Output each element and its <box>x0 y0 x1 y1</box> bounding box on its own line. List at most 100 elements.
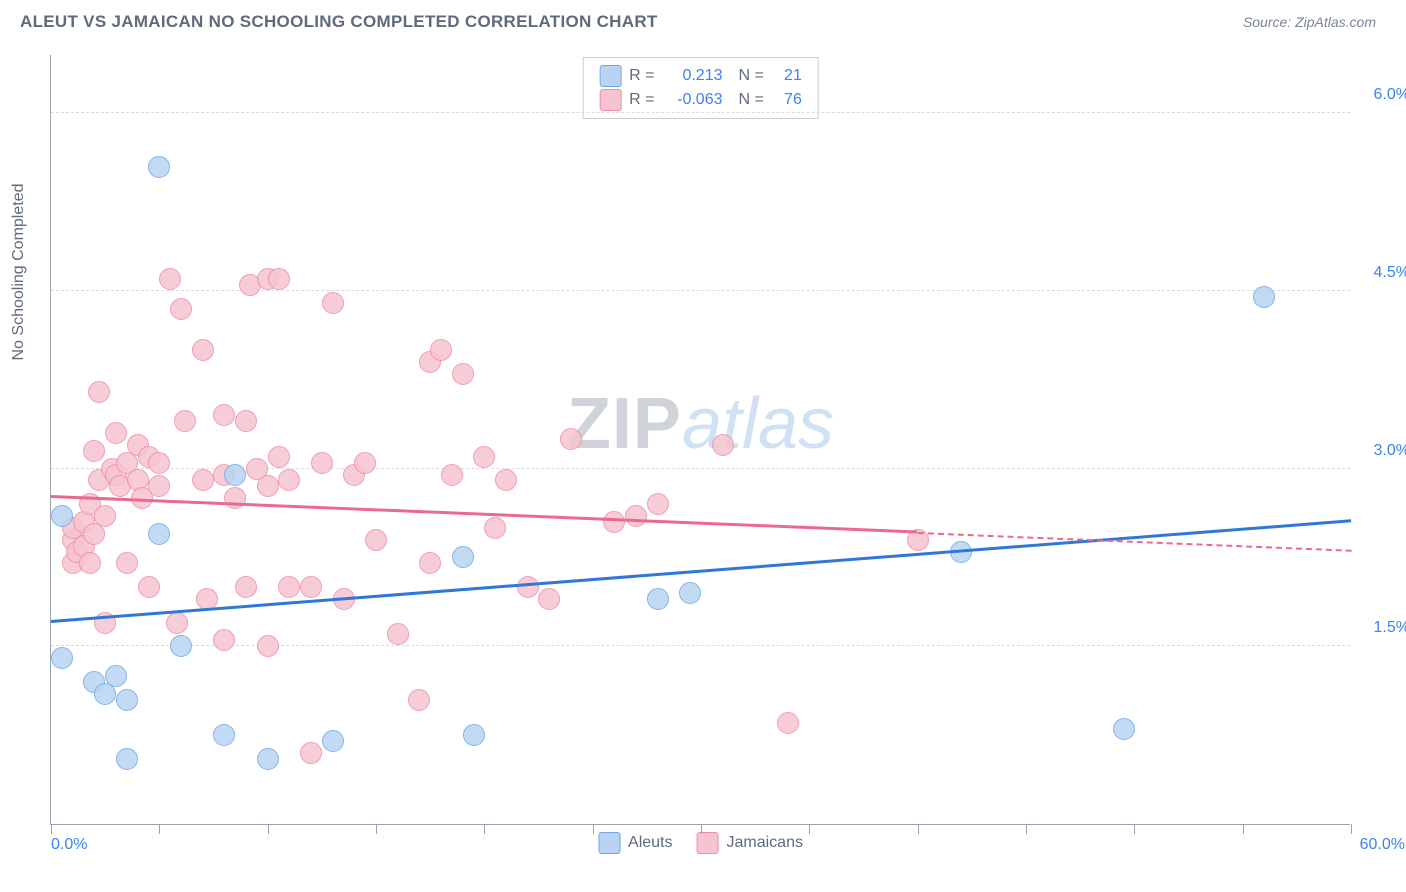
series-legend: Aleuts Jamaicans <box>598 832 803 854</box>
jamaican-point <box>257 475 279 497</box>
jamaican-point <box>495 469 517 491</box>
aleut-point <box>51 505 73 527</box>
jamaican-point <box>213 404 235 426</box>
legend-swatch <box>599 65 621 87</box>
watermark: ZIPatlas <box>567 383 834 465</box>
source-attribution: Source: ZipAtlas.com <box>1243 14 1376 30</box>
x-tick <box>918 824 919 834</box>
jamaican-point <box>138 576 160 598</box>
jamaican-point <box>79 552 101 574</box>
legend-swatch <box>598 832 620 854</box>
jamaican-point <box>311 452 333 474</box>
jamaican-point <box>83 440 105 462</box>
jamaican-point <box>473 446 495 468</box>
jamaican-point <box>105 422 127 444</box>
x-tick <box>1134 824 1135 834</box>
n-value: 76 <box>772 91 802 109</box>
y-tick-label: 4.5% <box>1374 264 1406 282</box>
jamaican-point <box>647 493 669 515</box>
jamaican-point <box>441 464 463 486</box>
r-label: R = <box>629 91 654 109</box>
r-value: -0.063 <box>663 91 723 109</box>
aleut-point <box>224 464 246 486</box>
jamaican-point <box>625 505 647 527</box>
jamaican-point <box>408 689 430 711</box>
jamaican-point <box>235 410 257 432</box>
aleut-point <box>452 546 474 568</box>
jamaican-point <box>365 529 387 551</box>
jamaican-point <box>387 623 409 645</box>
x-tick <box>159 824 160 834</box>
aleut-point <box>257 748 279 770</box>
x-tick-label: 0.0% <box>51 836 87 854</box>
jamaican-point <box>538 588 560 610</box>
x-tick <box>809 824 810 834</box>
x-tick <box>268 824 269 834</box>
r-label: R = <box>629 67 654 85</box>
jamaican-point <box>517 576 539 598</box>
legend-swatch <box>696 832 718 854</box>
aleut-point <box>51 647 73 669</box>
legend-item: Aleuts <box>598 832 672 854</box>
r-value: 0.213 <box>663 67 723 85</box>
y-tick-label: 6.0% <box>1374 86 1406 104</box>
aleut-point <box>170 635 192 657</box>
aleut-point <box>1253 286 1275 308</box>
jamaican-point <box>484 517 506 539</box>
x-tick <box>1351 824 1352 834</box>
jamaican-point <box>88 381 110 403</box>
aleut-point <box>116 748 138 770</box>
aleut-point <box>116 689 138 711</box>
aleut-point <box>322 730 344 752</box>
jamaican-point <box>159 268 181 290</box>
jamaican-point <box>278 576 300 598</box>
jamaican-point <box>777 712 799 734</box>
n-value: 21 <box>772 67 802 85</box>
legend-swatch <box>599 89 621 111</box>
jamaican-point <box>322 292 344 314</box>
jamaican-point <box>192 469 214 491</box>
jamaican-point <box>300 742 322 764</box>
jamaican-point <box>192 339 214 361</box>
y-axis-title: No Schooling Completed <box>10 183 28 360</box>
jamaican-point <box>268 446 290 468</box>
jamaican-point <box>174 410 196 432</box>
jamaican-point <box>452 363 474 385</box>
jamaican-point <box>257 635 279 657</box>
legend-label: Jamaicans <box>726 834 802 852</box>
jamaican-point <box>268 268 290 290</box>
jamaican-point <box>235 576 257 598</box>
gridline <box>51 112 1350 113</box>
chart-title: ALEUT VS JAMAICAN NO SCHOOLING COMPLETED… <box>20 12 658 32</box>
jamaican-point <box>603 511 625 533</box>
jamaican-point <box>712 434 734 456</box>
jamaican-point <box>166 612 188 634</box>
aleut-point <box>463 724 485 746</box>
legend-item: Jamaicans <box>696 832 802 854</box>
aleut-point <box>148 156 170 178</box>
x-tick <box>376 824 377 834</box>
n-label: N = <box>739 91 764 109</box>
jamaican-point <box>224 487 246 509</box>
jamaican-point <box>354 452 376 474</box>
n-label: N = <box>739 67 764 85</box>
aleut-point <box>213 724 235 746</box>
jamaican-point <box>300 576 322 598</box>
legend-label: Aleuts <box>628 834 672 852</box>
correlation-legend: R = 0.213 N = 21 R = -0.063 N = 76 <box>582 57 819 119</box>
y-tick-label: 1.5% <box>1374 619 1406 637</box>
x-tick <box>701 824 702 834</box>
x-tick-label: 60.0% <box>1360 836 1405 854</box>
jamaican-point <box>116 552 138 574</box>
aleut-trendline <box>51 519 1351 623</box>
jamaican-point <box>148 475 170 497</box>
jamaican-point <box>94 505 116 527</box>
legend-row: R = 0.213 N = 21 <box>599 64 802 88</box>
y-tick-label: 3.0% <box>1374 442 1406 460</box>
jamaican-point <box>148 452 170 474</box>
x-tick <box>593 824 594 834</box>
x-tick <box>1026 824 1027 834</box>
x-tick <box>51 824 52 834</box>
scatter-chart: No Schooling Completed ZIPatlas R =0.213… <box>50 55 1350 825</box>
legend-row: R = -0.063 N = 76 <box>599 88 802 112</box>
